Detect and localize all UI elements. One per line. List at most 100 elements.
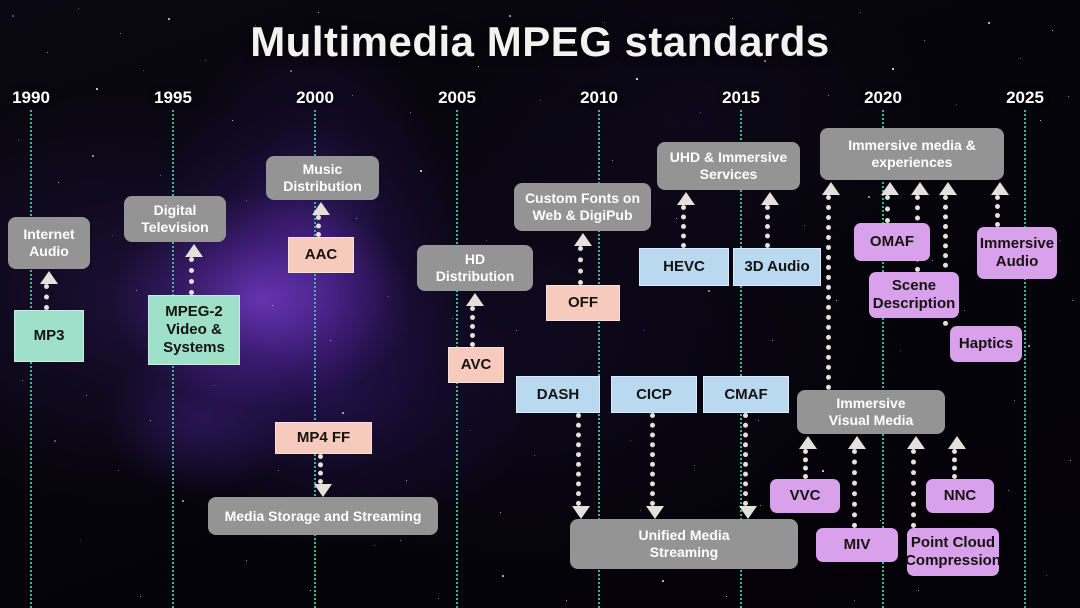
arrow-shaft bbox=[803, 449, 813, 479]
node-nnc[interactable]: NNC bbox=[926, 479, 994, 513]
star-dot bbox=[136, 290, 137, 291]
star-dot bbox=[860, 12, 861, 13]
star-dot bbox=[836, 300, 837, 301]
node-cicp[interactable]: CICP bbox=[611, 376, 697, 413]
arrow-hevc-to-uhd-services bbox=[674, 192, 698, 248]
year-gridline-2020 bbox=[882, 110, 886, 608]
node-3d-audio[interactable]: 3D Audio bbox=[733, 248, 821, 286]
arrow-shaft bbox=[765, 205, 775, 248]
arrow-vvc-to-visual-media bbox=[796, 436, 820, 479]
arrow-avc-to-hd-distribution bbox=[463, 293, 487, 347]
node-mp4-ff[interactable]: MP4 FF bbox=[275, 422, 372, 454]
node-label: MPEG-2 Video & Systems bbox=[163, 303, 225, 356]
node-immersive-visual-media[interactable]: Immersive Visual Media bbox=[797, 390, 945, 434]
star-dot bbox=[932, 260, 933, 261]
star-dot bbox=[1014, 400, 1015, 401]
node-label: CMAF bbox=[724, 385, 768, 403]
node-off[interactable]: OFF bbox=[546, 285, 620, 321]
node-uhd-immersive-services[interactable]: UHD & Immersive Services bbox=[657, 142, 800, 190]
node-label: Media Storage and Streaming bbox=[224, 507, 422, 524]
year-gridline-2010 bbox=[598, 110, 602, 608]
star-dot bbox=[1028, 345, 1030, 347]
arrow-shaft bbox=[743, 413, 753, 506]
star-dot bbox=[668, 35, 669, 36]
arrow-aac-to-music-distribution bbox=[309, 202, 333, 237]
star-dot bbox=[880, 520, 881, 521]
star-dot bbox=[278, 470, 279, 471]
node-avc[interactable]: AVC bbox=[448, 347, 504, 383]
node-label: HEVC bbox=[663, 258, 705, 276]
node-label: DASH bbox=[536, 385, 580, 403]
star-dot bbox=[58, 182, 59, 183]
star-dot bbox=[796, 30, 797, 31]
node-label: Custom Fonts on Web & DigiPub bbox=[524, 190, 641, 223]
node-immersive-audio[interactable]: Immersive Audio bbox=[977, 227, 1057, 279]
arrow-head-icon bbox=[761, 192, 779, 205]
arrow-off-to-custom-fonts bbox=[571, 233, 595, 285]
node-unified-media-streaming[interactable]: Unified Media Streaming bbox=[570, 519, 798, 569]
arrow-head-icon bbox=[466, 293, 484, 306]
node-aac[interactable]: AAC bbox=[288, 237, 354, 273]
node-miv[interactable]: MIV bbox=[816, 528, 898, 562]
arrow-haptics-to-immersive bbox=[936, 182, 960, 326]
star-dot bbox=[662, 580, 664, 582]
star-dot bbox=[760, 505, 761, 506]
node-digital-television[interactable]: Digital Television bbox=[124, 196, 226, 242]
node-label: Scene Description bbox=[872, 277, 956, 312]
node-label: MP3 bbox=[33, 327, 65, 345]
star-dot bbox=[726, 596, 727, 597]
node-label: Haptics bbox=[958, 335, 1014, 353]
arrow-head-icon bbox=[312, 202, 330, 215]
node-hd-distribution[interactable]: HD Distribution bbox=[417, 245, 533, 291]
star-dot bbox=[400, 540, 401, 541]
node-haptics[interactable]: Haptics bbox=[950, 326, 1022, 362]
star-dot bbox=[694, 465, 695, 466]
star-dot bbox=[438, 598, 439, 599]
star-dot bbox=[828, 95, 829, 96]
star-dot bbox=[12, 15, 14, 17]
node-dash[interactable]: DASH bbox=[516, 376, 600, 413]
node-media-storage-streaming[interactable]: Media Storage and Streaming bbox=[208, 497, 438, 535]
node-omaf[interactable]: OMAF bbox=[854, 223, 930, 261]
star-dot bbox=[1070, 460, 1071, 461]
node-cmaf[interactable]: CMAF bbox=[703, 376, 789, 413]
star-dot bbox=[1046, 575, 1047, 576]
star-dot bbox=[255, 25, 256, 26]
arrow-shaft bbox=[650, 413, 660, 506]
node-scene-description[interactable]: Scene Description bbox=[869, 272, 959, 318]
star-dot bbox=[78, 8, 79, 9]
arrow-nnc-to-visual-media bbox=[945, 436, 969, 479]
node-internet-audio[interactable]: Internet Audio bbox=[8, 217, 90, 269]
star-dot bbox=[182, 500, 184, 502]
arrow-shaft bbox=[189, 257, 199, 295]
arrow-head-icon bbox=[572, 506, 590, 519]
star-dot bbox=[534, 455, 535, 456]
node-custom-fonts[interactable]: Custom Fonts on Web & DigiPub bbox=[514, 183, 651, 231]
node-point-cloud-compression[interactable]: Point Cloud Compression bbox=[905, 528, 1001, 576]
star-dot bbox=[804, 225, 805, 226]
star-dot bbox=[708, 290, 710, 292]
star-dot bbox=[640, 510, 641, 511]
node-mp3[interactable]: MP3 bbox=[14, 310, 84, 362]
node-vvc[interactable]: VVC bbox=[770, 479, 840, 513]
star-dot bbox=[854, 600, 855, 601]
node-hevc[interactable]: HEVC bbox=[639, 248, 729, 286]
arrow-shaft bbox=[681, 205, 691, 248]
node-mpeg2-video-systems[interactable]: MPEG-2 Video & Systems bbox=[148, 295, 240, 365]
arrow-head-icon bbox=[574, 233, 592, 246]
star-dot bbox=[232, 120, 233, 121]
arrow-head-icon bbox=[799, 436, 817, 449]
node-label: NNC bbox=[943, 487, 977, 505]
star-dot bbox=[80, 540, 81, 541]
arrow-cicp-to-unified-media bbox=[643, 413, 667, 519]
arrow-head-icon bbox=[948, 436, 966, 449]
star-dot bbox=[54, 440, 56, 442]
node-label: 3D Audio bbox=[744, 258, 810, 276]
node-immersive-media-experiences[interactable]: Immersive media & experiences bbox=[820, 128, 1004, 180]
star-dot bbox=[822, 470, 824, 472]
arrow-head-icon bbox=[822, 182, 840, 195]
star-dot bbox=[956, 104, 957, 105]
node-label: Music Distribution bbox=[283, 161, 362, 194]
node-music-distribution[interactable]: Music Distribution bbox=[266, 156, 379, 200]
